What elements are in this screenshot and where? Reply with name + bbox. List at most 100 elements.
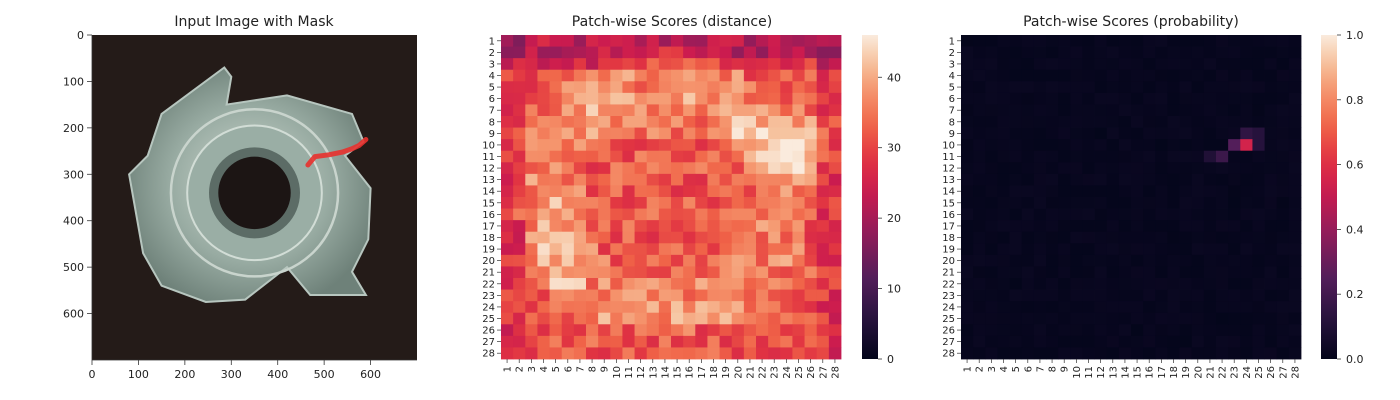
heatmap-cell (1106, 116, 1120, 128)
heatmap-cell (1046, 92, 1059, 105)
heatmap-cell (804, 243, 818, 256)
heatmap-cell (1046, 220, 1059, 233)
colorbar-tick-label: 0.4 (1346, 223, 1364, 236)
y-tick-label: 13 (942, 175, 955, 186)
heatmap-cell (695, 173, 708, 186)
heatmap-cell (1264, 301, 1278, 314)
heatmap-cell (1106, 46, 1120, 59)
heatmap-cell (1033, 58, 1047, 71)
heatmap-cell (537, 150, 550, 163)
heatmap-cell (780, 58, 793, 71)
heatmap-cell (1288, 208, 1302, 221)
heatmap-cell (1094, 266, 1108, 279)
heatmap-cell (1143, 208, 1156, 221)
heatmap-cell (719, 197, 733, 209)
heatmap-cell (683, 104, 696, 117)
heatmap-cell (1264, 58, 1278, 71)
heatmap-cell (537, 254, 550, 267)
heatmap-cell (537, 278, 550, 290)
heatmap-cell (731, 58, 745, 71)
heatmap-cell (997, 347, 1010, 360)
heatmap-cell (768, 243, 781, 256)
heatmap-cell (973, 173, 986, 186)
heatmap-cell (768, 81, 781, 94)
heatmap-cell (780, 301, 793, 314)
x-tick-label: 2 (975, 366, 986, 372)
heatmap-cell (1240, 35, 1253, 47)
y-tick-label: 12 (482, 164, 495, 175)
x-tick-label: 6 (563, 366, 574, 372)
heatmap-cell (985, 220, 998, 233)
heatmap-cell (598, 150, 611, 163)
heatmap-cell (961, 301, 974, 314)
y-tick-label: 4 (949, 71, 955, 82)
heatmap-cell (816, 127, 830, 140)
heatmap-cell (671, 254, 684, 267)
heatmap-cell (695, 278, 708, 290)
heatmap-cell (1191, 69, 1205, 82)
heatmap-cell (828, 81, 842, 94)
heatmap-cell (1143, 139, 1156, 152)
heatmap-cell (561, 116, 575, 128)
heatmap-cell (586, 266, 599, 279)
heatmap-cell (1021, 312, 1035, 325)
heatmap-cell (646, 347, 660, 360)
heatmap-cell (1070, 301, 1083, 314)
heatmap-cell (525, 254, 538, 267)
heatmap-cell (1070, 312, 1083, 325)
heatmap-cell (501, 173, 514, 186)
heatmap-cell (1240, 173, 1253, 186)
heatmap-cell (719, 231, 733, 244)
y-tick-label: 24 (942, 302, 955, 313)
x-tick-label: 19 (1181, 366, 1192, 379)
heatmap-cell (1276, 324, 1290, 337)
heatmap-cell (1046, 266, 1059, 279)
heatmap-cell (1082, 197, 1095, 209)
heatmap-cell (780, 266, 793, 279)
heatmap-cell (985, 139, 998, 152)
heatmap-cell (1240, 278, 1253, 290)
panel-distance-heatmap: Patch-wise Scores (distance) 11223344556… (482, 14, 901, 379)
heatmap-cell (828, 301, 842, 314)
heatmap-cell (695, 58, 708, 71)
heatmap-cell (961, 266, 974, 279)
heatmap-cell (501, 220, 514, 233)
heatmap-cell (1033, 92, 1047, 105)
heatmap-cell (1191, 81, 1205, 94)
heatmap-cell (1131, 231, 1144, 244)
heatmap-cell (537, 69, 550, 82)
heatmap-cell (1058, 278, 1071, 290)
heatmap-cell (683, 197, 696, 209)
heatmap-cell (561, 81, 575, 94)
heatmap-cell (1131, 139, 1144, 152)
heatmap-cell (1094, 278, 1108, 290)
heatmap-cell (501, 116, 514, 128)
heatmap-cell (1143, 35, 1156, 47)
heatmap-cell (756, 150, 769, 163)
heatmap-cell (610, 335, 623, 348)
heatmap-cell (1191, 162, 1205, 175)
heatmap-cell (707, 312, 720, 325)
heatmap-cell (1106, 127, 1120, 140)
heatmap-cell (549, 266, 563, 279)
heatmap-cell (586, 81, 599, 94)
heatmap-cell (731, 324, 745, 337)
heatmap-cell (683, 220, 696, 233)
heatmap-cell (804, 150, 818, 163)
heatmap-cell (537, 324, 550, 337)
x-tick-label: 11 (1084, 366, 1095, 379)
heatmap-cell (525, 150, 538, 163)
panel-1-title: Input Image with Mask (174, 14, 334, 30)
heatmap-cell (756, 347, 769, 360)
heatmap-cell (1058, 162, 1071, 175)
heatmap-cell (598, 278, 611, 290)
heatmap-cell (828, 335, 842, 348)
heatmap-cell (756, 312, 769, 325)
heatmap-cell (610, 220, 623, 233)
heatmap-cell (513, 162, 526, 175)
heatmap-cell (1118, 301, 1132, 314)
heatmap-cell (1046, 185, 1059, 198)
heatmap-cell (573, 278, 587, 290)
heatmap-cell (1131, 208, 1144, 221)
heatmap-cell (573, 69, 587, 82)
